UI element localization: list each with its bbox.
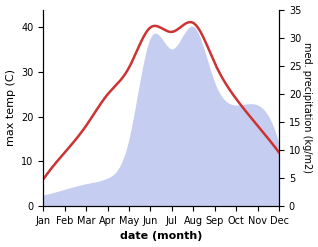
- Y-axis label: max temp (C): max temp (C): [5, 69, 16, 146]
- Y-axis label: med. precipitation (kg/m2): med. precipitation (kg/m2): [302, 42, 313, 173]
- X-axis label: date (month): date (month): [120, 231, 202, 242]
